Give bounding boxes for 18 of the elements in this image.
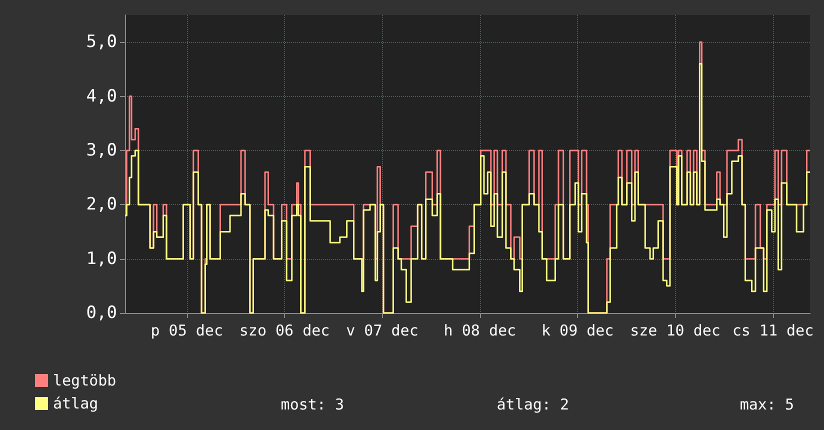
x-tick-label: p 05 dec xyxy=(150,322,223,340)
y-tick-label: 0,0 xyxy=(86,303,117,323)
x-tick-label: szo 06 dec xyxy=(239,322,330,340)
y-tick-label: 2,0 xyxy=(86,194,117,215)
y-tick-label: 4,0 xyxy=(86,86,117,106)
x-tick-label: v 07 dec xyxy=(346,322,418,340)
text: átlag: 2 xyxy=(496,396,570,414)
legend-label: legtöbb xyxy=(53,372,116,390)
legend-label: átlag xyxy=(53,394,98,412)
x-tick-label: h 08 dec xyxy=(444,322,516,340)
text: most: 3 xyxy=(280,396,344,414)
x-tick-label: sze 10 dec xyxy=(630,322,720,340)
y-tick-label: 5,0 xyxy=(86,32,117,52)
x-tick-label: k 09 dec xyxy=(541,322,614,340)
text: max: 5 xyxy=(740,396,794,414)
y-tick-label: 3,0 xyxy=(86,140,117,160)
y-tick-label: 1,0 xyxy=(86,248,117,269)
x-tick-label: cs 11 dec xyxy=(732,322,814,340)
